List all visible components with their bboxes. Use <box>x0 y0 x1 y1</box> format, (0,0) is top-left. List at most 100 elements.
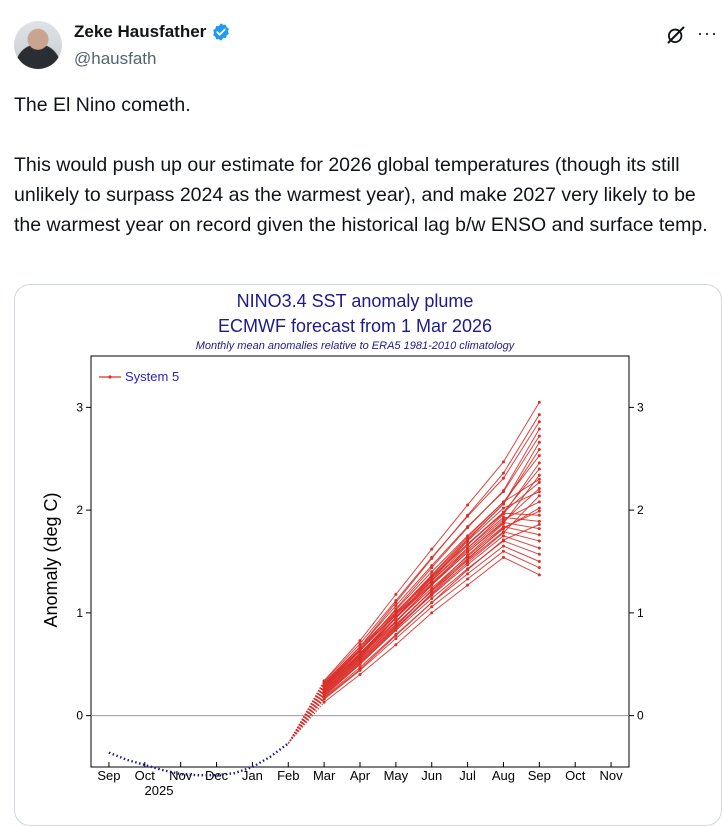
ensemble-point <box>394 626 398 630</box>
tweet-media[interactable]: NINO3.4 SST anomaly plume ECMWF forecast… <box>14 284 722 826</box>
ensemble-point <box>537 523 541 527</box>
legend-label: System 5 <box>125 369 179 384</box>
x-tick-label: May <box>384 768 409 783</box>
x-tick-label: Apr <box>350 768 371 783</box>
ensemble-point <box>466 572 470 576</box>
observed-series <box>108 742 289 777</box>
ensemble-point <box>466 561 470 565</box>
author-name[interactable]: Zeke Hausfather <box>74 22 207 41</box>
author-handle[interactable]: @hausfath <box>74 49 157 68</box>
ensemble-point <box>537 546 541 550</box>
ensemble-point <box>358 654 362 658</box>
y-axis-label: Anomaly (deg C) <box>41 492 61 627</box>
x-tick-label: Sep <box>528 768 551 783</box>
ensemble-point <box>430 547 434 551</box>
ensemble-point <box>537 400 541 404</box>
ensemble-point <box>537 467 541 471</box>
ensemble-point <box>537 513 541 517</box>
author-name-row[interactable]: Zeke Hausfather <box>74 22 231 42</box>
y-tick-label-right: 1 <box>637 606 644 620</box>
plot-frame <box>90 355 630 768</box>
ensemble-point <box>537 487 541 491</box>
member-lead-in <box>287 685 325 744</box>
avatar[interactable] <box>14 21 62 69</box>
ensemble-point <box>466 553 470 557</box>
x-tick-label: Nov <box>169 768 193 783</box>
ensemble-point <box>501 476 505 480</box>
member-lead-in <box>287 697 325 744</box>
ensemble-point <box>430 573 434 577</box>
ensemble-point <box>394 592 398 596</box>
ensemble-point <box>394 604 398 608</box>
legend: System 5 <box>99 369 179 384</box>
ensemble-point <box>430 570 434 574</box>
ensemble-point <box>430 556 434 560</box>
ensemble-point <box>501 544 505 548</box>
ensemble-point <box>466 513 470 517</box>
ensemble-point <box>358 642 362 646</box>
ensemble-point <box>537 440 541 444</box>
ensemble-point <box>537 490 541 494</box>
ensemble-point <box>466 546 470 550</box>
ensemble-point <box>537 527 541 531</box>
ensemble-point <box>501 515 505 519</box>
ensemble-point <box>537 552 541 556</box>
ensemble-point <box>322 684 326 688</box>
ensemble-point <box>537 448 541 452</box>
ensemble-point <box>322 693 326 697</box>
x-tick-label: Sep <box>97 768 120 783</box>
member-lead-in <box>287 701 325 744</box>
ensemble-point <box>537 473 541 477</box>
ensemble-point <box>466 577 470 581</box>
ensemble-member-line <box>323 401 540 682</box>
x-tick-label: Oct <box>565 768 586 783</box>
grok-icon[interactable] <box>666 25 686 45</box>
x-tick-label: Jun <box>421 768 442 783</box>
ensemble-point <box>537 500 541 504</box>
x-tick-label: Aug <box>492 768 515 783</box>
ensemble-plume <box>287 400 541 744</box>
ensemble-point <box>430 591 434 595</box>
member-lead-in <box>287 682 325 744</box>
ensemble-point <box>537 519 541 523</box>
ensemble-point <box>537 454 541 458</box>
ensemble-point <box>537 566 541 570</box>
plume-chart: NINO3.4 SST anomaly plume ECMWF forecast… <box>41 291 644 798</box>
verified-badge-icon <box>213 23 230 41</box>
more-icon[interactable]: ··· <box>697 23 718 43</box>
member-lead-in <box>287 696 325 744</box>
ensemble-point <box>430 601 434 605</box>
ensemble-point <box>466 583 470 587</box>
ensemble-point <box>466 568 470 572</box>
ensemble-point <box>537 506 541 510</box>
ensemble-point <box>537 509 541 513</box>
x-tick-label: Jul <box>459 768 476 783</box>
chart-title: NINO3.4 SST anomaly plume <box>237 291 474 311</box>
ensemble-point <box>322 689 326 693</box>
ensemble-point <box>430 583 434 587</box>
ensemble-point <box>501 500 505 504</box>
ensemble-point <box>537 480 541 484</box>
y-tick-label-right: 3 <box>637 400 644 414</box>
observed-line <box>108 742 289 777</box>
ensemble-point <box>501 506 505 510</box>
ensemble-point <box>466 557 470 561</box>
ensemble-point <box>537 420 541 424</box>
ensemble-point <box>322 679 326 683</box>
ensemble-point <box>537 560 541 563</box>
x-tick-label: Dec <box>205 768 229 783</box>
member-lead-in <box>287 680 325 744</box>
ensemble-point <box>358 661 362 665</box>
ensemble-point <box>501 549 505 553</box>
ensemble-point <box>466 550 470 554</box>
ensemble-point <box>430 605 434 609</box>
ensemble-point <box>466 539 470 543</box>
ensemble-point <box>466 543 470 547</box>
ensemble-point <box>394 611 398 615</box>
ensemble-member-line <box>323 421 540 683</box>
x-tick-label: Mar <box>313 768 336 783</box>
y-tick-label-left: 0 <box>76 709 83 723</box>
y-tick-label-left: 2 <box>76 503 83 517</box>
chart-note: Monthly mean anomalies relative to ERA5 … <box>196 340 516 352</box>
x-tick-label: Jan <box>242 768 263 783</box>
